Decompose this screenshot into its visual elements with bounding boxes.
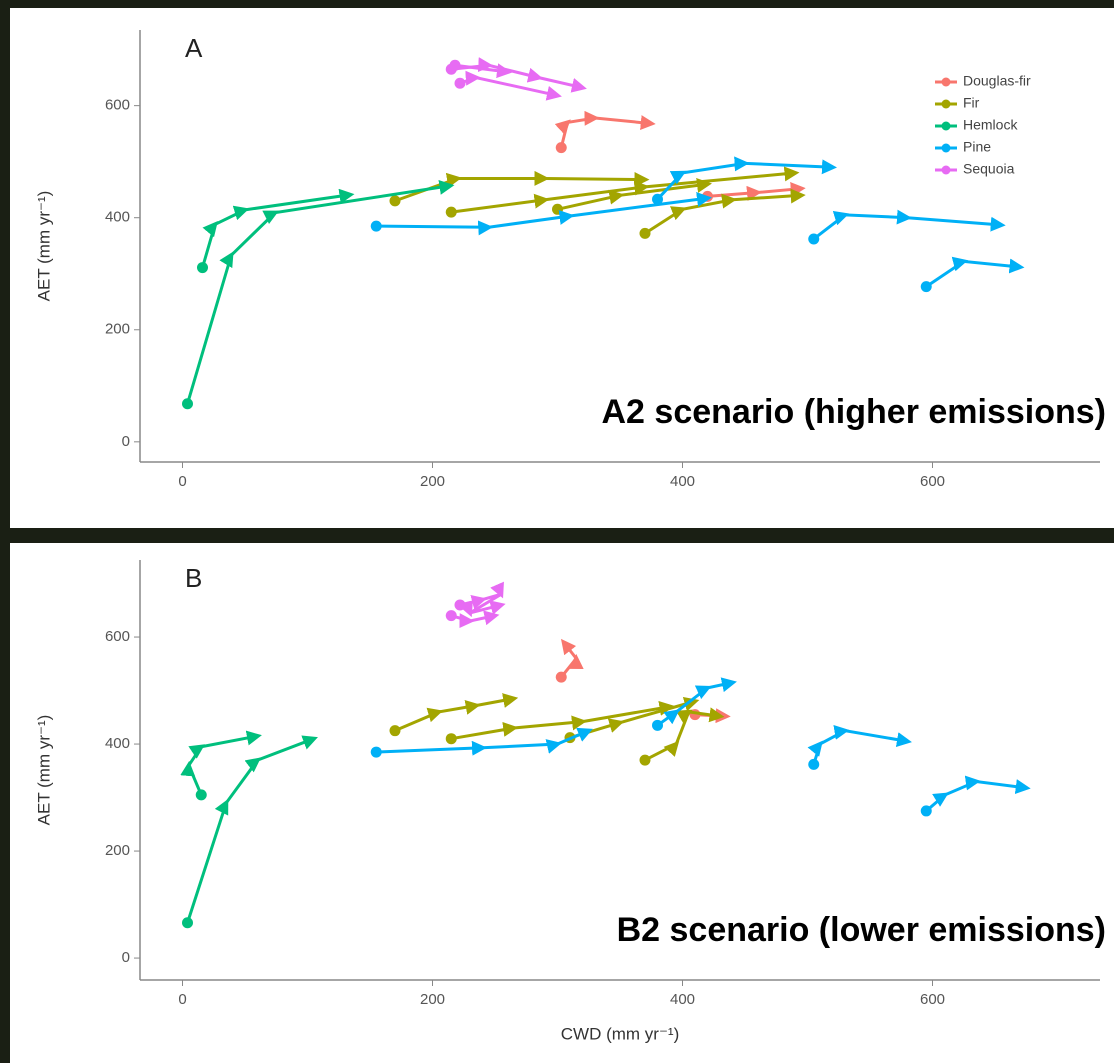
start-point (370, 220, 382, 232)
legend-dot (941, 143, 951, 153)
start-point (454, 599, 466, 611)
y-tick-label: 200 (105, 842, 130, 859)
trajectory (656, 677, 737, 727)
legend-label: Sequoia (963, 161, 1015, 177)
start-point (920, 805, 932, 817)
legend-label: Pine (963, 139, 991, 155)
legend-dot (941, 77, 951, 87)
trajectory (812, 209, 1006, 241)
start-point (389, 195, 401, 207)
legend-dot (941, 121, 951, 131)
y-tick-label: 400 (105, 209, 130, 226)
start-point (555, 671, 567, 683)
start-point (195, 789, 207, 801)
start-point (454, 77, 466, 89)
legend-label: Fir (963, 95, 980, 111)
trajectory (454, 63, 512, 79)
trajectory (656, 156, 837, 201)
panel-background (10, 8, 1114, 528)
panel-label: B (185, 563, 202, 593)
trajectory (459, 581, 506, 618)
panel-background (10, 543, 1114, 1063)
x-tick-label: 600 (920, 991, 945, 1008)
legend-dot (941, 99, 951, 109)
start-point (449, 59, 461, 71)
start-point (808, 758, 820, 770)
trajectory (201, 188, 355, 268)
x-tick-label: 200 (420, 991, 445, 1008)
trajectory (560, 638, 584, 679)
trajectory (459, 70, 562, 101)
y-tick-label: 600 (105, 97, 130, 114)
trajectory (180, 730, 262, 796)
x-tick-label: 600 (920, 473, 945, 490)
y-axis-label: AET (mm yr⁻¹) (34, 715, 53, 826)
x-axis-label: CWD (mm yr⁻¹) (561, 1024, 680, 1043)
start-point (920, 281, 932, 293)
start-point (197, 262, 208, 274)
legend-label: Hemlock (963, 117, 1018, 133)
trajectory (925, 256, 1025, 288)
x-tick-label: 400 (670, 473, 695, 490)
start-point (389, 725, 401, 737)
start-point (370, 746, 382, 758)
start-point (808, 233, 820, 245)
start-point (702, 190, 713, 202)
y-tick-label: 400 (105, 735, 130, 752)
x-tick-label: 0 (178, 991, 186, 1008)
trajectory (807, 724, 912, 765)
annotation: B2 scenario (lower emissions) (617, 911, 1106, 949)
x-tick-label: 400 (670, 991, 695, 1008)
start-point (445, 206, 457, 218)
trajectory (376, 727, 593, 756)
trajectory (450, 610, 500, 629)
start-point (182, 398, 193, 410)
x-tick-label: 200 (420, 473, 445, 490)
start-point (182, 917, 193, 929)
y-tick-label: 200 (105, 321, 130, 338)
start-point (639, 754, 651, 766)
start-point (652, 193, 663, 205)
panel-label: A (185, 33, 203, 63)
start-point (639, 227, 651, 239)
trajectory (376, 192, 712, 236)
x-tick-label: 0 (178, 473, 186, 490)
annotation: A2 scenario (higher emissions) (602, 393, 1107, 431)
trajectory (925, 775, 1031, 813)
y-tick-label: 600 (105, 628, 130, 645)
trajectory (394, 693, 519, 733)
y-tick-label: 0 (122, 433, 130, 450)
y-tick-label: 0 (122, 949, 130, 966)
legend-dot (941, 165, 951, 175)
start-point (552, 203, 563, 215)
trajectory (554, 110, 656, 149)
start-point (555, 142, 567, 154)
legend-label: Douglas-fir (963, 73, 1031, 89)
start-point (445, 610, 457, 622)
trajectory (186, 735, 318, 924)
start-point (652, 719, 663, 731)
y-axis-label: AET (mm yr⁻¹) (34, 191, 53, 302)
start-point (445, 733, 457, 745)
